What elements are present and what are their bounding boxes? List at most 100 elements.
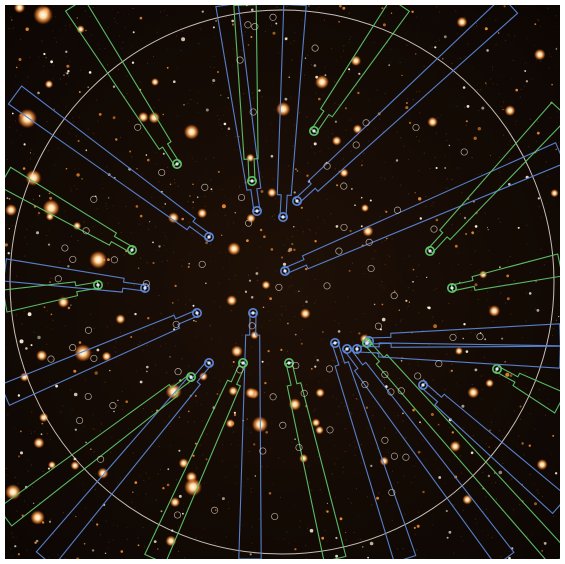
star — [170, 497, 180, 508]
noise-speck — [490, 437, 492, 439]
noise-speck — [386, 499, 388, 501]
noise-speck — [369, 364, 370, 366]
noise-speck — [397, 415, 399, 417]
noise-speck — [106, 552, 108, 554]
noise-speck — [436, 18, 438, 20]
noise-speck — [289, 554, 291, 556]
star — [17, 108, 38, 129]
noise-speck — [29, 56, 31, 58]
probe-target-dot — [495, 367, 499, 371]
noise-speck — [96, 99, 98, 101]
noise-speck — [163, 10, 165, 12]
noise-speck — [238, 23, 239, 25]
noise-speck — [404, 513, 406, 515]
noise-speck — [296, 229, 298, 231]
noise-speck — [354, 319, 356, 321]
noise-speck — [252, 97, 254, 98]
noise-speck — [113, 17, 115, 19]
noise-speck — [487, 534, 489, 536]
noise-speck — [399, 62, 401, 64]
noise-speck — [141, 368, 143, 370]
noise-speck — [279, 319, 281, 321]
noise-speck — [421, 330, 423, 331]
star — [78, 91, 81, 93]
noise-speck — [508, 382, 510, 383]
star — [91, 549, 95, 552]
star — [212, 79, 216, 82]
noise-speck — [102, 242, 104, 244]
star — [390, 12, 393, 14]
noise-speck — [416, 276, 418, 278]
noise-speck — [239, 186, 240, 188]
star — [216, 393, 219, 395]
star — [188, 262, 190, 265]
noise-speck — [51, 358, 53, 360]
noise-speck — [180, 25, 182, 27]
noise-speck — [439, 39, 440, 41]
star — [173, 80, 176, 83]
star — [357, 91, 360, 95]
star — [485, 82, 487, 84]
probe-arm-outline — [5, 309, 199, 407]
noise-speck — [72, 121, 74, 123]
noise-speck — [111, 436, 113, 438]
star — [66, 64, 70, 68]
star — [134, 481, 138, 484]
probe-target-dot — [207, 361, 211, 365]
noise-speck — [373, 42, 375, 43]
star — [137, 544, 140, 547]
star — [258, 89, 261, 92]
noise-speck — [472, 435, 474, 437]
noise-speck — [92, 428, 94, 429]
noise-speck — [117, 23, 118, 24]
noise-speck — [423, 65, 425, 67]
probe-arm-blue — [5, 307, 203, 407]
noise-speck — [445, 133, 447, 135]
noise-speck — [53, 533, 55, 535]
noise-speck — [408, 363, 410, 365]
star — [534, 48, 546, 61]
probe-target-marker — [351, 343, 362, 354]
star — [227, 97, 229, 99]
noise-speck — [350, 36, 351, 38]
noise-speck — [183, 503, 185, 505]
noise-speck — [359, 473, 361, 474]
noise-speck — [209, 372, 210, 374]
noise-speck — [239, 378, 241, 380]
noise-speck — [411, 267, 413, 269]
star — [370, 464, 373, 467]
star — [408, 301, 411, 303]
noise-speck — [478, 324, 480, 326]
noise-speck — [175, 513, 177, 515]
noise-speck — [333, 380, 335, 382]
noise-speck — [34, 163, 36, 165]
noise-speck — [198, 230, 200, 232]
noise-speck — [347, 296, 349, 298]
noise-speck — [196, 334, 198, 335]
noise-speck — [57, 554, 59, 556]
noise-speck — [112, 205, 114, 207]
star — [354, 204, 356, 206]
noise-speck — [360, 444, 362, 446]
star — [89, 250, 108, 269]
star — [255, 272, 259, 275]
noise-speck — [384, 161, 386, 163]
noise-speck — [52, 30, 54, 32]
noise-speck — [332, 359, 334, 361]
noise-speck — [322, 94, 323, 96]
noise-speck — [537, 19, 539, 20]
noise-speck — [462, 540, 464, 542]
probe-target-marker — [127, 245, 138, 256]
noise-speck — [559, 503, 560, 505]
candidate-ring — [97, 455, 105, 463]
noise-speck — [89, 268, 91, 270]
noise-speck — [121, 390, 123, 392]
noise-speck — [188, 365, 190, 367]
noise-speck — [453, 247, 455, 249]
noise-speck — [91, 429, 93, 431]
sky-field-image — [5, 5, 560, 559]
noise-speck — [47, 150, 49, 152]
star — [287, 322, 289, 325]
noise-speck — [125, 205, 127, 207]
star — [227, 127, 231, 130]
